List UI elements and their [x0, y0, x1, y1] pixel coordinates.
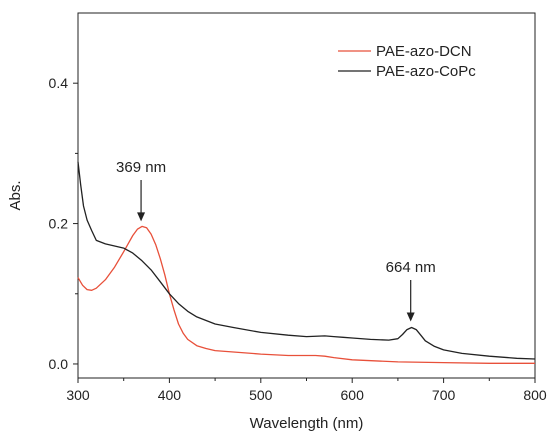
series-layer: [77, 161, 536, 364]
x-tick-label: 300: [66, 387, 90, 403]
series-line-1: [77, 225, 535, 364]
x-tick-label: 500: [249, 387, 273, 403]
y-tick-label: 0.0: [49, 356, 69, 372]
annotation-arrow-head: [137, 212, 146, 222]
legend: PAE-azo-DCN PAE-azo-CoPc: [338, 43, 476, 80]
y-tick-label: 0.2: [49, 216, 69, 232]
x-tick-label: 700: [432, 387, 456, 403]
legend-label: PAE-azo-CoPc: [376, 63, 476, 80]
legend-label: PAE-azo-DCN: [376, 43, 472, 60]
y-tick-label: 0.4: [49, 75, 69, 91]
series-line-2: [77, 161, 536, 360]
x-axis-title: Wavelength (nm): [250, 415, 364, 432]
x-tick-label: 400: [158, 387, 182, 403]
peak-annotation-label: 664 nm: [386, 259, 436, 276]
x-axis-ticks: 300 400 500 600 700 800: [66, 378, 547, 403]
annotation-arrow-head: [406, 312, 415, 322]
y-axis-title: Abs.: [7, 180, 24, 210]
peak-annotation-label: 369 nm: [116, 159, 166, 176]
y-axis-ticks: 0.0 0.2 0.4: [49, 75, 78, 372]
x-tick-label: 800: [523, 387, 547, 403]
annotation-layer: 369 nm 664 nm: [116, 159, 436, 322]
x-tick-label: 600: [341, 387, 365, 403]
